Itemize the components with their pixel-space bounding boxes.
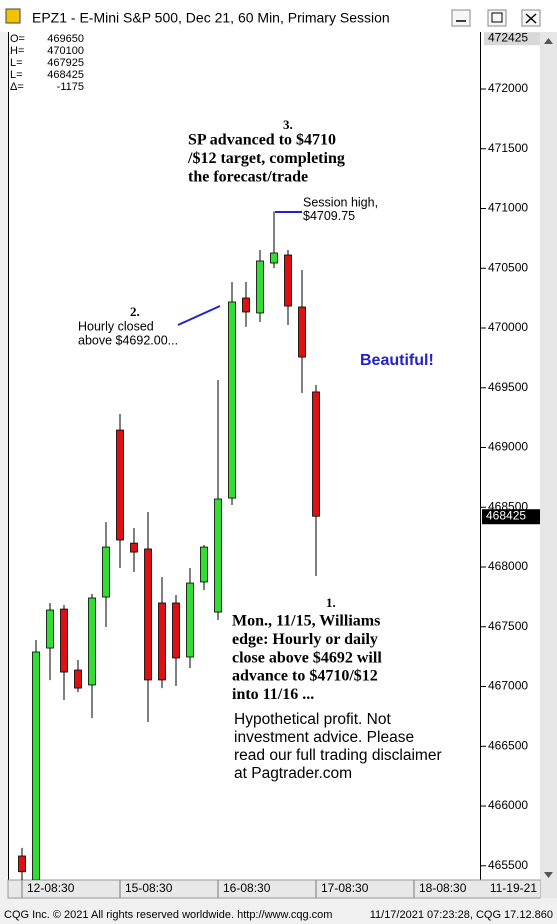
scroll-up-arrow[interactable] bbox=[544, 38, 553, 44]
app-icon bbox=[5, 8, 21, 24]
candle-body bbox=[144, 548, 152, 681]
annotation-number: 2. bbox=[130, 304, 140, 319]
y-tick-label: 470500 bbox=[488, 260, 528, 274]
ohlc-value: 470100 bbox=[47, 45, 84, 57]
y-tick-label: 465500 bbox=[488, 858, 528, 872]
y-tick-label: 468000 bbox=[488, 559, 528, 573]
footer-copyright: CQG Inc. © 2021 All rights reserved worl… bbox=[4, 909, 332, 921]
x-tick-label: 18-08:30 bbox=[419, 881, 467, 895]
y-tick-label: 472000 bbox=[488, 81, 528, 95]
candle-body bbox=[18, 855, 26, 873]
maximize-glyph bbox=[491, 12, 503, 23]
annotation-text: into 11/16 ... bbox=[232, 686, 314, 703]
top-price-label: 472425 bbox=[488, 30, 528, 44]
y-tick-label: 466500 bbox=[488, 738, 528, 752]
candle-body bbox=[284, 254, 292, 307]
x-tick-label: 17-08:30 bbox=[321, 881, 369, 895]
annotation-text: Hourly closed bbox=[78, 319, 154, 333]
ohlc-label: H= bbox=[10, 45, 24, 57]
disclaimer-text: read our full trading disclaimer bbox=[234, 747, 442, 764]
x-tick-label: 16-08:30 bbox=[223, 881, 271, 895]
candle-body bbox=[158, 602, 166, 681]
candle-body bbox=[102, 546, 110, 598]
annotation-text: close above $4692 will bbox=[232, 649, 382, 666]
disclaimer-text: Hypothetical profit. Not bbox=[234, 711, 391, 728]
candle-body bbox=[270, 252, 278, 264]
top-price-box bbox=[484, 32, 540, 46]
annotation-text: /$12 target, completing bbox=[187, 150, 345, 167]
scrollbar[interactable] bbox=[540, 32, 557, 898]
y-tick-label: 470000 bbox=[488, 320, 528, 334]
candle-body bbox=[256, 260, 264, 314]
window-buttons[interactable] bbox=[451, 9, 541, 27]
disclaimer-text: at Pagtrader.com bbox=[234, 765, 352, 782]
y-tick-label: 467000 bbox=[488, 679, 528, 693]
window-title: EPZ1 - E-Mini S&P 500, Dec 21, 60 Min, P… bbox=[32, 10, 390, 26]
candle-body bbox=[298, 306, 306, 358]
candle-body bbox=[32, 651, 40, 880]
last-price-box bbox=[482, 509, 540, 525]
candle-body bbox=[214, 498, 222, 613]
close-glyph bbox=[525, 13, 537, 24]
candle-body bbox=[74, 669, 82, 689]
y-tick-label: 467500 bbox=[488, 619, 528, 633]
candles bbox=[18, 211, 320, 880]
y-tick-label: 471000 bbox=[488, 201, 528, 215]
annotation-highlight: Beautiful! bbox=[360, 352, 434, 369]
ohlc-label: O= bbox=[10, 33, 25, 45]
candle-body bbox=[60, 608, 68, 673]
candle-body bbox=[228, 301, 236, 499]
ohlc-value: -1175 bbox=[57, 81, 84, 93]
annotation-text: advance to $4710/$12 bbox=[232, 668, 378, 685]
ohlc-value: 469650 bbox=[47, 33, 84, 45]
disclaimer-text: investment advice. Please bbox=[234, 729, 414, 746]
candle-body bbox=[46, 609, 54, 649]
date-label: 11-19-21 bbox=[490, 881, 537, 895]
date-label-box bbox=[474, 881, 540, 897]
candle-body bbox=[312, 391, 320, 517]
y-tick-label: 466000 bbox=[488, 798, 528, 812]
annotation-text: above $4692.00... bbox=[78, 333, 178, 347]
candle-body bbox=[88, 597, 96, 686]
x-tick-label: 15-08:30 bbox=[125, 881, 173, 895]
ohlc-label: Δ= bbox=[10, 81, 24, 93]
annotation-text: $4709.75 bbox=[303, 209, 355, 223]
annotation-text: edge: Hourly or daily bbox=[232, 631, 378, 648]
status-bar bbox=[8, 905, 557, 924]
annotation-number: 1. bbox=[326, 595, 336, 610]
plot-area bbox=[8, 32, 480, 880]
y-tick-label: 469500 bbox=[488, 380, 528, 394]
annotation-text: the forecast/trade bbox=[188, 169, 308, 186]
y-tick-label: 471500 bbox=[488, 141, 528, 155]
candle-body bbox=[242, 297, 250, 313]
maximize-button[interactable] bbox=[487, 9, 507, 27]
annotation-text: Mon., 11/15, Williams bbox=[232, 613, 380, 630]
hourly-close-pointer bbox=[177, 305, 221, 326]
annotation-number: 3. bbox=[283, 117, 293, 132]
candle-body bbox=[130, 542, 138, 553]
x-tick-label: 12-08:30 bbox=[27, 881, 75, 895]
annotation-text: Session high, bbox=[303, 195, 378, 209]
annotation-text: SP advanced to $4710 bbox=[188, 132, 336, 149]
minimize-button[interactable] bbox=[451, 9, 471, 27]
price-axis-area bbox=[480, 32, 540, 880]
last-price-label: 468425 bbox=[486, 508, 526, 522]
ohlc-value: 467925 bbox=[47, 57, 84, 69]
candle-body bbox=[200, 546, 208, 583]
candle-body bbox=[116, 429, 124, 541]
footer-timestamp: 11/17/2021 07:23:28, CQG 17.12.860 bbox=[370, 909, 553, 921]
ohlc-value: 468425 bbox=[47, 69, 84, 81]
y-tick-label: 469000 bbox=[488, 440, 528, 454]
ohlc-label: L= bbox=[10, 69, 23, 81]
candle-body bbox=[172, 602, 180, 659]
scroll-down-arrow[interactable] bbox=[544, 872, 553, 878]
ohlc-label: L= bbox=[10, 57, 23, 69]
candle-body bbox=[186, 582, 194, 658]
